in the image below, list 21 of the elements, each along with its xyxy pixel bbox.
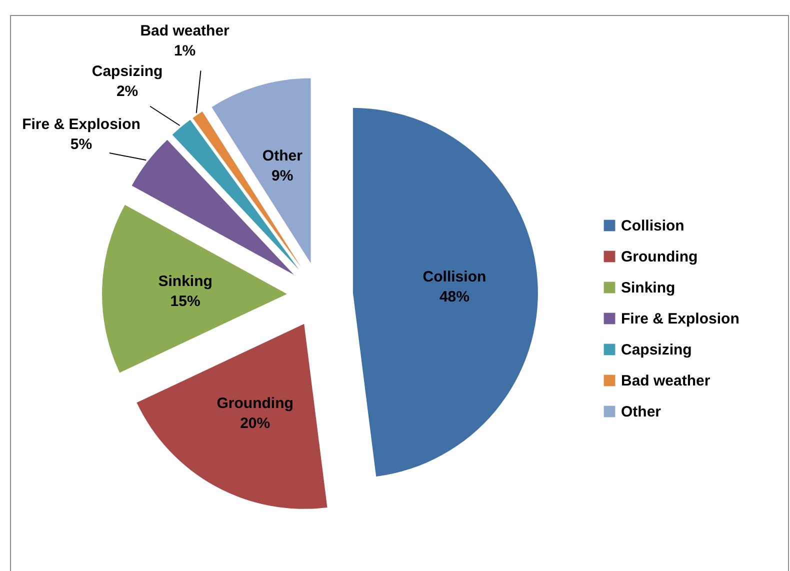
legend-label: Other [621,404,662,420]
legend-label: Capsizing [621,342,692,358]
slice-label: Collision [422,268,486,286]
legend-label: Bad weather [621,372,710,390]
legend-label: Collision [621,218,684,234]
data-label: 5% [70,136,92,153]
data-label: 1% [174,42,196,60]
slice-label: Fire & Explosion [22,116,140,133]
slice-label: Sinking [158,272,212,290]
data-label: 9% [272,168,294,185]
slice-label: Grounding [216,395,294,412]
data-label: 2% [116,82,138,100]
legend-label: Sinking [621,280,676,296]
data-label: 15% [170,292,200,310]
data-label: 48% [439,288,470,306]
slice-label: Capsizing [92,62,163,80]
legend-label: Grounding [621,248,698,266]
slice-label: Bad weather [140,22,230,40]
slice-label: Other [262,148,303,165]
legend-label: Fire & Explosion [621,310,740,328]
data-label: 20% [240,415,270,432]
